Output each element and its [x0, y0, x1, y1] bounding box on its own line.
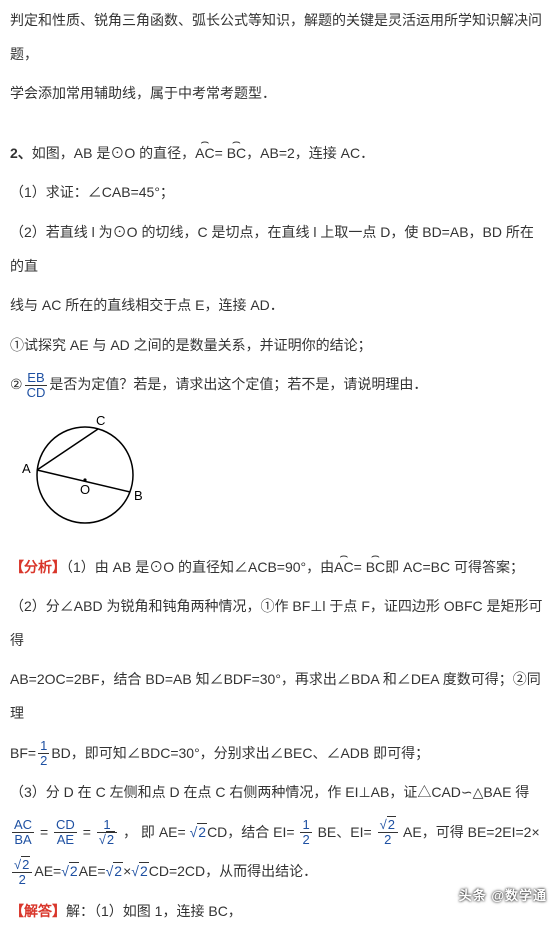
a4-pre: BF=: [10, 745, 36, 761]
arc-ac-2: AC: [334, 551, 353, 585]
analysis-label: 【分析】: [10, 559, 66, 575]
a7-mid2: ×: [123, 863, 131, 879]
analysis-6: ACBA = CDAE = 12 ， 即 AE= 2CD，结合 EI= 12 B…: [10, 816, 547, 850]
frac-sqrt2-2b: 22: [12, 858, 32, 888]
q-tail: ，AB=2，连接 AC．: [246, 145, 374, 161]
frac-eb-cd: EBCD: [25, 371, 48, 401]
label-A: A: [22, 461, 31, 476]
question-stem: 2、如图，AB 是⊙O 的直径，AC= BC，AB=2，连接 AC．: [10, 137, 547, 171]
sqrt2-2: 2: [61, 855, 78, 889]
solve-label: 【解答】: [10, 903, 66, 919]
eq-sign-2: =: [354, 559, 366, 575]
arc-ac: AC: [195, 137, 214, 171]
arc-bc: BC: [227, 137, 246, 171]
a6-mid3: BE、EI=: [314, 824, 376, 840]
label-O: O: [80, 482, 90, 497]
intro-line-2: 学会添加常用辅助线，属于中考常考题型．: [10, 77, 547, 111]
a6-mid1: ， 即 AE=: [119, 824, 189, 840]
a7-mid3: CD=2CD，从而得出结论．: [149, 863, 317, 879]
geometry-figure: A B C O: [10, 410, 547, 543]
frac-half-2: 12: [300, 818, 311, 848]
eq-sign-1: =: [215, 145, 227, 161]
watermark: 头条 @数学通: [459, 880, 547, 911]
frac-cd-ae: CDAE: [54, 818, 77, 848]
label-B: B: [134, 488, 143, 503]
question-number: 2、: [10, 145, 32, 161]
sqrt2-4: 2: [131, 855, 148, 889]
a1b: 即 AC=BC 可得答案；: [385, 559, 524, 575]
a1a: （1）由 AB 是⊙O 的直径知∠ACB=90°，由: [66, 559, 334, 575]
frac-ac-ba: ACBA: [12, 818, 34, 848]
arc-bc-2: BC: [366, 551, 385, 585]
sqrt2-3: 2: [106, 855, 123, 889]
part-2b: 线与 AC 所在的直线相交于点 E，连接 AD．: [10, 289, 547, 323]
frac-1-sqrt2: 12: [97, 818, 117, 848]
a7-mid1: AE=: [79, 863, 106, 879]
part-3: ①试探究 AE 与 AD 之间的是数量关系，并证明你的结论；: [10, 329, 547, 363]
a6-eq2: =: [79, 824, 95, 840]
part-2a: （2）若直线 l 为⊙O 的切线，C 是切点，在直线 l 上取一点 D，使 BD…: [10, 216, 547, 283]
solve-text: 解：（1）如图 1，连接 BC，: [66, 903, 242, 919]
p4-pre: ②: [10, 376, 23, 392]
frac-sqrt2-2a: 22: [378, 818, 398, 848]
a6-mid2: CD，结合 EI=: [207, 824, 298, 840]
sqrt2-1: 2: [190, 816, 207, 850]
a4-post: BD，即可知∠BDC=30°，分别求出∠BEC、∠ADB 即可得；: [51, 745, 429, 761]
analysis-2: （2）分∠ABD 为锐角和钝角两种情况，①作 BF⊥l 于点 F，证四边形 OB…: [10, 590, 547, 657]
label-C: C: [96, 413, 105, 428]
intro-line-1: 判定和性质、锐角三角函数、弧长公式等知识，解题的关键是灵活运用所学知识解决问题，: [10, 4, 547, 71]
part-1: （1）求证：∠CAB=45°；: [10, 176, 547, 210]
a6-eq1: =: [36, 824, 52, 840]
frac-half-1: 12: [38, 739, 49, 769]
analysis-1: 【分析】（1）由 AB 是⊙O 的直径知∠ACB=90°，由AC= BC即 AC…: [10, 551, 547, 585]
part-4: ②EBCD是否为定值？若是，请求出这个定值；若不是，请说明理由．: [10, 368, 547, 402]
a7-pre: AE=: [34, 863, 61, 879]
p4-post: 是否为定值？若是，请求出这个定值；若不是，请说明理由．: [49, 376, 427, 392]
q-lead: 如图，AB 是⊙O 的直径，: [32, 145, 195, 161]
analysis-4: BF=12BD，即可知∠BDC=30°，分别求出∠BEC、∠ADB 即可得；: [10, 737, 547, 771]
analysis-5: （3）分 D 在 C 左侧和点 D 在点 C 右侧两种情况，作 EI⊥AB，证△…: [10, 776, 547, 810]
analysis-3: AB=2OC=2BF，结合 BD=AB 知∠BDF=30°，再求出∠BDA 和∠…: [10, 663, 547, 730]
a6-mid4: AE，可得 BE=2EI=2×: [400, 824, 540, 840]
